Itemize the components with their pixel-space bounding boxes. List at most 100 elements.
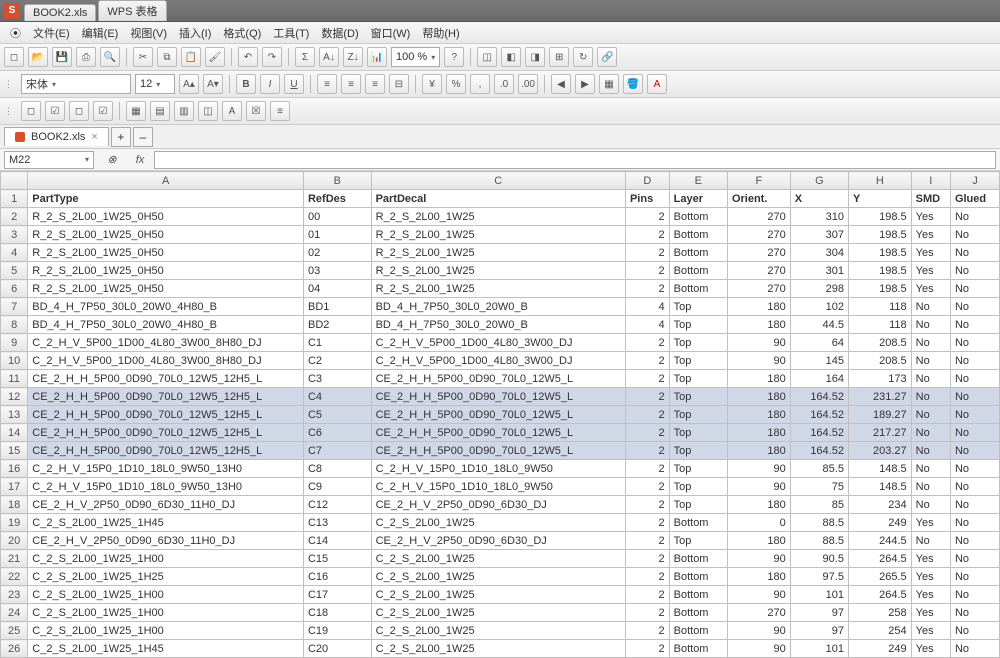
cell[interactable]: 90 [727,586,790,604]
cell[interactable]: No [950,298,999,316]
menu-edit[interactable]: 编辑(E) [76,23,125,43]
cell[interactable]: 90 [727,622,790,640]
bold-icon[interactable]: B [236,74,256,94]
cell[interactable]: 118 [848,298,911,316]
cell[interactable]: 2 [625,586,669,604]
cell[interactable]: C_2_S_2L00_1W25_1H00 [28,604,304,622]
cell[interactable]: 164 [790,370,848,388]
tool-icon[interactable]: ◻ [69,101,89,121]
cell[interactable]: Bottom [669,568,727,586]
cell[interactable]: 2 [625,424,669,442]
column-header-B[interactable]: B [303,172,371,190]
cell[interactable]: Top [669,370,727,388]
cell[interactable]: No [911,478,950,496]
cell[interactable]: 2 [625,334,669,352]
cell[interactable]: C_2_H_V_5P00_1D00_4L80_3W00_8H80_DJ [28,352,304,370]
cell[interactable]: 180 [727,442,790,460]
cell[interactable]: 2 [625,226,669,244]
cell[interactable]: 270 [727,262,790,280]
cell[interactable]: C_2_H_V_5P00_1D00_4L80_3W00_DJ [371,334,625,352]
cell[interactable]: 264.5 [848,586,911,604]
cell[interactable]: 03 [303,262,371,280]
cell[interactable]: C_2_H_V_15P0_1D10_18L0_9W50 [371,460,625,478]
cell[interactable]: CE_2_H_V_2P50_0D90_6D30_DJ [371,532,625,550]
row-header[interactable]: 7 [1,298,28,316]
menu-view[interactable]: 视图(V) [124,23,173,43]
paste-icon[interactable]: 📋 [181,47,201,67]
cell[interactable]: 64 [790,334,848,352]
cell[interactable]: 148.5 [848,460,911,478]
cell[interactable]: No [911,460,950,478]
cell[interactable]: R_2_S_2L00_1W25 [371,280,625,298]
cell[interactable]: 2 [625,478,669,496]
percent-icon[interactable]: % [446,74,466,94]
cell[interactable]: Top [669,406,727,424]
cell[interactable]: 180 [727,406,790,424]
new-icon[interactable]: ◻ [4,47,24,67]
cell[interactable]: 203.27 [848,442,911,460]
indent-decrease-icon[interactable]: ◀ [551,74,571,94]
cell[interactable]: C8 [303,460,371,478]
cell[interactable]: No [911,298,950,316]
column-header-F[interactable]: F [727,172,790,190]
cell[interactable]: Yes [911,244,950,262]
cell[interactable]: No [950,640,999,658]
cell[interactable]: BD_4_H_7P50_30L0_20W0_B [371,298,625,316]
cell[interactable]: C_2_H_V_5P00_1D00_4L80_3W00_8H80_DJ [28,334,304,352]
align-center-icon[interactable]: ≡ [341,74,361,94]
borders-icon[interactable]: ▦ [599,74,619,94]
tool-icon[interactable]: ☑ [45,101,65,121]
undo-icon[interactable]: ↶ [238,47,258,67]
cell[interactable]: 145 [790,352,848,370]
cell[interactable]: No [950,478,999,496]
copy-icon[interactable]: ⧉ [157,47,177,67]
menu-help[interactable]: 帮助(H) [416,23,465,43]
cell[interactable]: 118 [848,316,911,334]
row-header[interactable]: 21 [1,550,28,568]
menu-file[interactable]: 文件(E) [27,23,76,43]
cell[interactable]: 180 [727,370,790,388]
cell[interactable]: No [950,208,999,226]
cell[interactable]: 2 [625,244,669,262]
cell[interactable]: Top [669,532,727,550]
cell[interactable]: 101 [790,640,848,658]
cell[interactable]: 270 [727,208,790,226]
cell[interactable]: C_2_H_V_15P0_1D10_18L0_9W50 [371,478,625,496]
cell[interactable]: 173 [848,370,911,388]
cell[interactable]: No [950,604,999,622]
cell[interactable]: C2 [303,352,371,370]
header-cell[interactable]: Orient. [727,190,790,208]
header-cell[interactable]: X [790,190,848,208]
cell[interactable]: 4 [625,298,669,316]
row-header[interactable]: 20 [1,532,28,550]
header-cell[interactable]: Y [848,190,911,208]
cell[interactable]: Yes [911,262,950,280]
row-header[interactable]: 3 [1,226,28,244]
cell[interactable]: R_2_S_2L00_1W25 [371,226,625,244]
column-header-A[interactable]: A [28,172,304,190]
cell[interactable]: 180 [727,424,790,442]
header-cell[interactable]: Glued [950,190,999,208]
cell[interactable]: 298 [790,280,848,298]
menu-window[interactable]: 窗口(W) [365,23,417,43]
menu-insert[interactable]: 插入(I) [173,23,217,43]
cell[interactable]: 0 [727,514,790,532]
cell[interactable]: Yes [911,604,950,622]
cell[interactable]: Bottom [669,550,727,568]
merge-icon[interactable]: ⊟ [389,74,409,94]
cell[interactable]: CE_2_H_V_2P50_0D90_6D30_11H0_DJ [28,532,304,550]
row-header[interactable]: 1 [1,190,28,208]
fx-icon[interactable]: fx [130,150,150,170]
cell[interactable]: C_2_H_V_15P0_1D10_18L0_9W50_13H0 [28,478,304,496]
cell[interactable]: No [911,442,950,460]
cell[interactable]: CE_2_H_V_2P50_0D90_6D30_11H0_DJ [28,496,304,514]
cell[interactable]: 180 [727,298,790,316]
cell[interactable]: No [950,514,999,532]
cell[interactable]: C_2_S_2L00_1W25 [371,586,625,604]
cell[interactable]: 301 [790,262,848,280]
tool-icon[interactable]: ≡ [270,101,290,121]
cell[interactable]: Yes [911,514,950,532]
cell[interactable]: C17 [303,586,371,604]
cell[interactable]: C3 [303,370,371,388]
cell[interactable]: 2 [625,532,669,550]
